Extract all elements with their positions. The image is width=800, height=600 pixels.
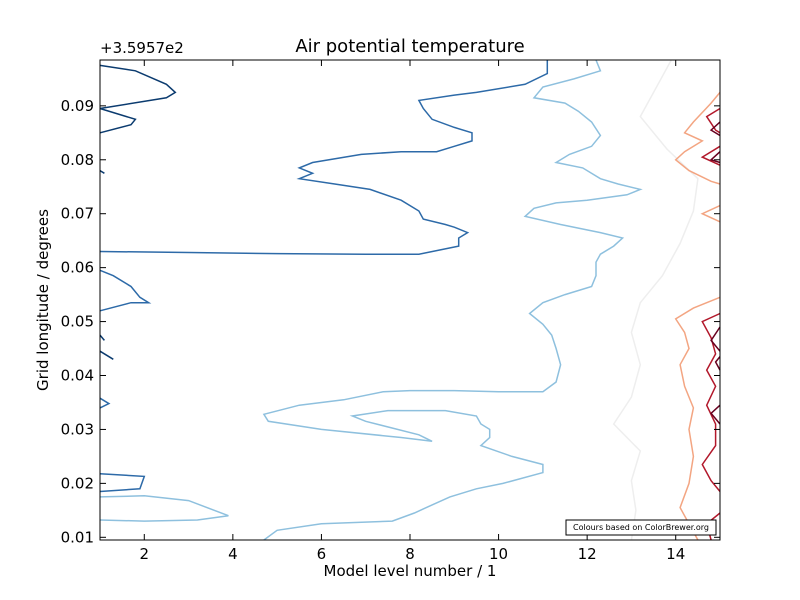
contour-line-6 (99, 269, 152, 312)
contour-line-10 (99, 495, 229, 522)
y-offset-label: +3.5957e2 (100, 39, 184, 57)
contour-line-7 (99, 397, 111, 409)
x-tick-label: 14 (666, 545, 685, 563)
y-tick-label: 0.08 (61, 151, 94, 169)
contour-line-2 (99, 169, 105, 174)
x-tick-label: 10 (489, 545, 508, 563)
x-tick-label: 6 (317, 545, 327, 563)
contour-line-16 (700, 145, 721, 166)
contour-line-1 (99, 107, 137, 134)
contour-line-13 (700, 204, 721, 223)
x-tick-label: 8 (405, 545, 415, 563)
contour-line-12 (674, 91, 721, 185)
y-tick-label: 0.06 (61, 259, 94, 277)
y-tick-label: 0.07 (61, 205, 94, 223)
x-tick-label: 4 (228, 545, 238, 563)
contour-line-11 (612, 59, 699, 541)
contour-line-21 (710, 326, 721, 352)
x-axis-label: Model level number / 1 (324, 562, 497, 580)
contour-line-15 (705, 107, 721, 134)
y-tick-label: 0.02 (61, 474, 94, 492)
y-axis-label: Grid longitude / degrees (34, 209, 52, 391)
contour-line-19 (709, 121, 721, 137)
y-tick-label: 0.05 (61, 313, 94, 331)
contour-line-22 (714, 356, 721, 371)
y-axis: 0.01 0.02 0.03 0.04 0.05 0.06 0.07 0.08 0.09 (61, 97, 720, 546)
contour-line-17 (701, 312, 721, 492)
y-tick-label: 0.04 (61, 367, 94, 385)
x-tick-label: 12 (578, 545, 597, 563)
credit-box: Colours based on ColorBrewer.org (565, 519, 717, 536)
contour-line-0 (99, 64, 177, 110)
contour-line-8 (99, 472, 146, 493)
chart-title: Air potential temperature (295, 36, 524, 57)
x-axis: 2 4 6 8 10 12 14 (140, 60, 685, 563)
x-tick-label: 2 (140, 545, 150, 563)
credit-text: Colours based on ColorBrewer.org (573, 523, 709, 532)
y-tick-label: 0.09 (61, 97, 94, 115)
contour-line-9 (262, 59, 643, 541)
contour-line-20 (709, 151, 721, 164)
contour-line-4 (99, 350, 114, 360)
contour-line-3 (99, 334, 105, 341)
contour-line-23 (710, 404, 721, 425)
contour-line-14 (674, 296, 721, 541)
y-tick-label: 0.01 (61, 528, 94, 546)
y-tick-label: 0.03 (61, 420, 94, 438)
plot-frame (99, 59, 721, 541)
contour-line-5 (99, 60, 549, 255)
contour-lines (99, 59, 721, 541)
